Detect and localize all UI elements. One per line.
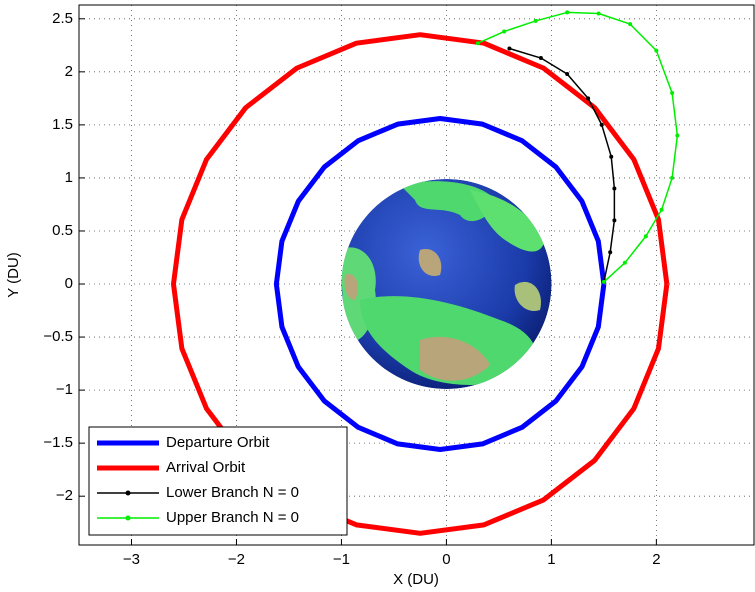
y-tick-label: 1.5 xyxy=(52,116,73,133)
series-line xyxy=(509,47,616,283)
y-tick-label: −1 xyxy=(56,381,73,398)
legend: Departure Orbit Arrival Orbit Lower Branch… xyxy=(88,426,348,536)
y-tick-label: 2 xyxy=(65,63,73,80)
axes-box xyxy=(78,4,755,546)
y-tick-label: −1.5 xyxy=(43,434,73,451)
series-marker xyxy=(538,56,543,61)
series-marker xyxy=(612,218,617,223)
x-axis-label: X (DU) xyxy=(393,571,439,588)
legend-label: Arrival Orbit xyxy=(166,459,246,476)
series-marker xyxy=(565,10,570,15)
series-marker xyxy=(601,279,606,284)
x-tick-label: 0 xyxy=(442,551,450,568)
series-marker xyxy=(599,122,604,127)
y-axis-label: Y (DU) xyxy=(5,252,22,298)
series-marker xyxy=(565,71,570,76)
y-tick-label: 1 xyxy=(65,169,73,186)
y-tick-label: 0 xyxy=(65,275,73,292)
x-tick-label: −1 xyxy=(333,551,350,568)
series-marker xyxy=(502,29,507,34)
legend-label: Departure Orbit xyxy=(166,434,270,451)
y-tick-label: 0.5 xyxy=(52,222,73,239)
legend-marker xyxy=(125,490,131,496)
series-marker xyxy=(654,48,659,53)
legend-marker xyxy=(125,515,131,521)
series-marker xyxy=(670,91,675,96)
series-line xyxy=(273,116,607,453)
series-line xyxy=(477,11,679,283)
series-marker xyxy=(675,133,680,138)
x-tick-label: −3 xyxy=(123,551,140,568)
legend-label: Upper Branch N = 0 xyxy=(166,509,299,526)
earth-image xyxy=(341,179,552,389)
series-marker xyxy=(659,207,664,212)
x-tick-label: −2 xyxy=(228,551,245,568)
series-marker xyxy=(507,46,512,51)
x-tick-label: 1 xyxy=(547,551,555,568)
legend-label: Lower Branch N = 0 xyxy=(166,484,299,501)
plot-data xyxy=(170,10,680,536)
series-marker xyxy=(533,18,538,23)
series-marker xyxy=(586,96,591,101)
series-marker xyxy=(643,234,648,239)
series-marker xyxy=(670,175,675,180)
series-marker xyxy=(622,260,627,265)
series-marker xyxy=(628,22,633,27)
y-tick-label: −0.5 xyxy=(43,328,73,345)
series-line xyxy=(170,32,670,536)
series-marker xyxy=(475,41,480,46)
series-marker xyxy=(608,250,613,255)
x-tick-label: 2 xyxy=(652,551,660,568)
series-marker xyxy=(609,154,614,159)
y-tick-label: 2.5 xyxy=(52,10,73,27)
series-marker xyxy=(596,11,601,16)
y-tick-label: −2 xyxy=(56,487,73,504)
series-marker xyxy=(612,186,617,191)
